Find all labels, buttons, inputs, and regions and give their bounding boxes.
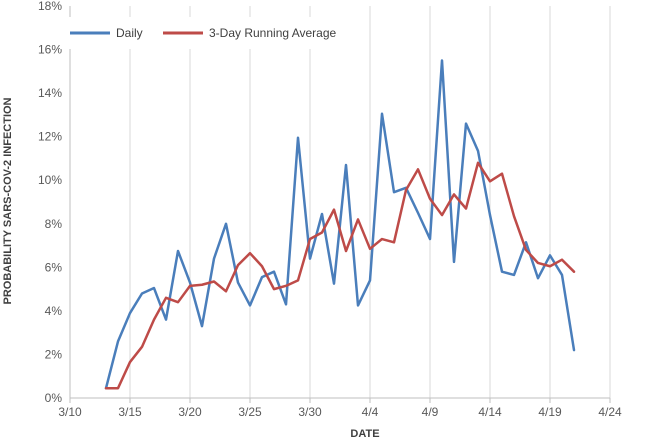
- x-tick-label: 3/10: [58, 405, 82, 419]
- y-tick-label: 14%: [38, 86, 62, 100]
- y-tick-label: 2%: [45, 347, 63, 361]
- y-tick-label: 8%: [45, 217, 63, 231]
- x-tick-label: 4/19: [538, 405, 562, 419]
- x-tick-label: 4/9: [422, 405, 439, 419]
- x-tick-label: 3/15: [118, 405, 142, 419]
- y-tick-label: 16%: [38, 43, 62, 57]
- x-tick-label: 4/4: [362, 405, 379, 419]
- legend-label-running-average: 3-Day Running Average: [209, 26, 337, 40]
- y-tick-label: 12%: [38, 130, 62, 144]
- legend: Daily 3-Day Running Average: [60, 17, 337, 49]
- y-axis-title: PROBABILITY SARS-COV-2 INFECTION: [2, 97, 14, 304]
- y-tick-label: 6%: [45, 260, 63, 274]
- series-lines: [104, 59, 576, 390]
- gridlines: [129, 6, 611, 398]
- x-tick-label: 3/30: [298, 405, 322, 419]
- legend-label-daily: Daily: [116, 26, 143, 40]
- series-line-running-average: [104, 161, 576, 390]
- x-tick-label: 4/14: [478, 405, 502, 419]
- y-tick-label: 10%: [38, 173, 62, 187]
- series-line-daily: [104, 59, 576, 390]
- y-tick-label: 0%: [45, 391, 63, 405]
- x-axis-title: DATE: [350, 428, 379, 440]
- x-tick-label: 3/20: [178, 405, 202, 419]
- y-tick-label: 18%: [38, 0, 62, 13]
- axes: 3/10 3/15 3/20 3/25 3/30 4/4 4/9 4/14 4/19 4/24 0%…: [38, 0, 622, 419]
- x-tick-label: 4/24: [598, 405, 622, 419]
- x-tick-label: 3/25: [238, 405, 262, 419]
- y-tick-label: 4%: [45, 304, 63, 318]
